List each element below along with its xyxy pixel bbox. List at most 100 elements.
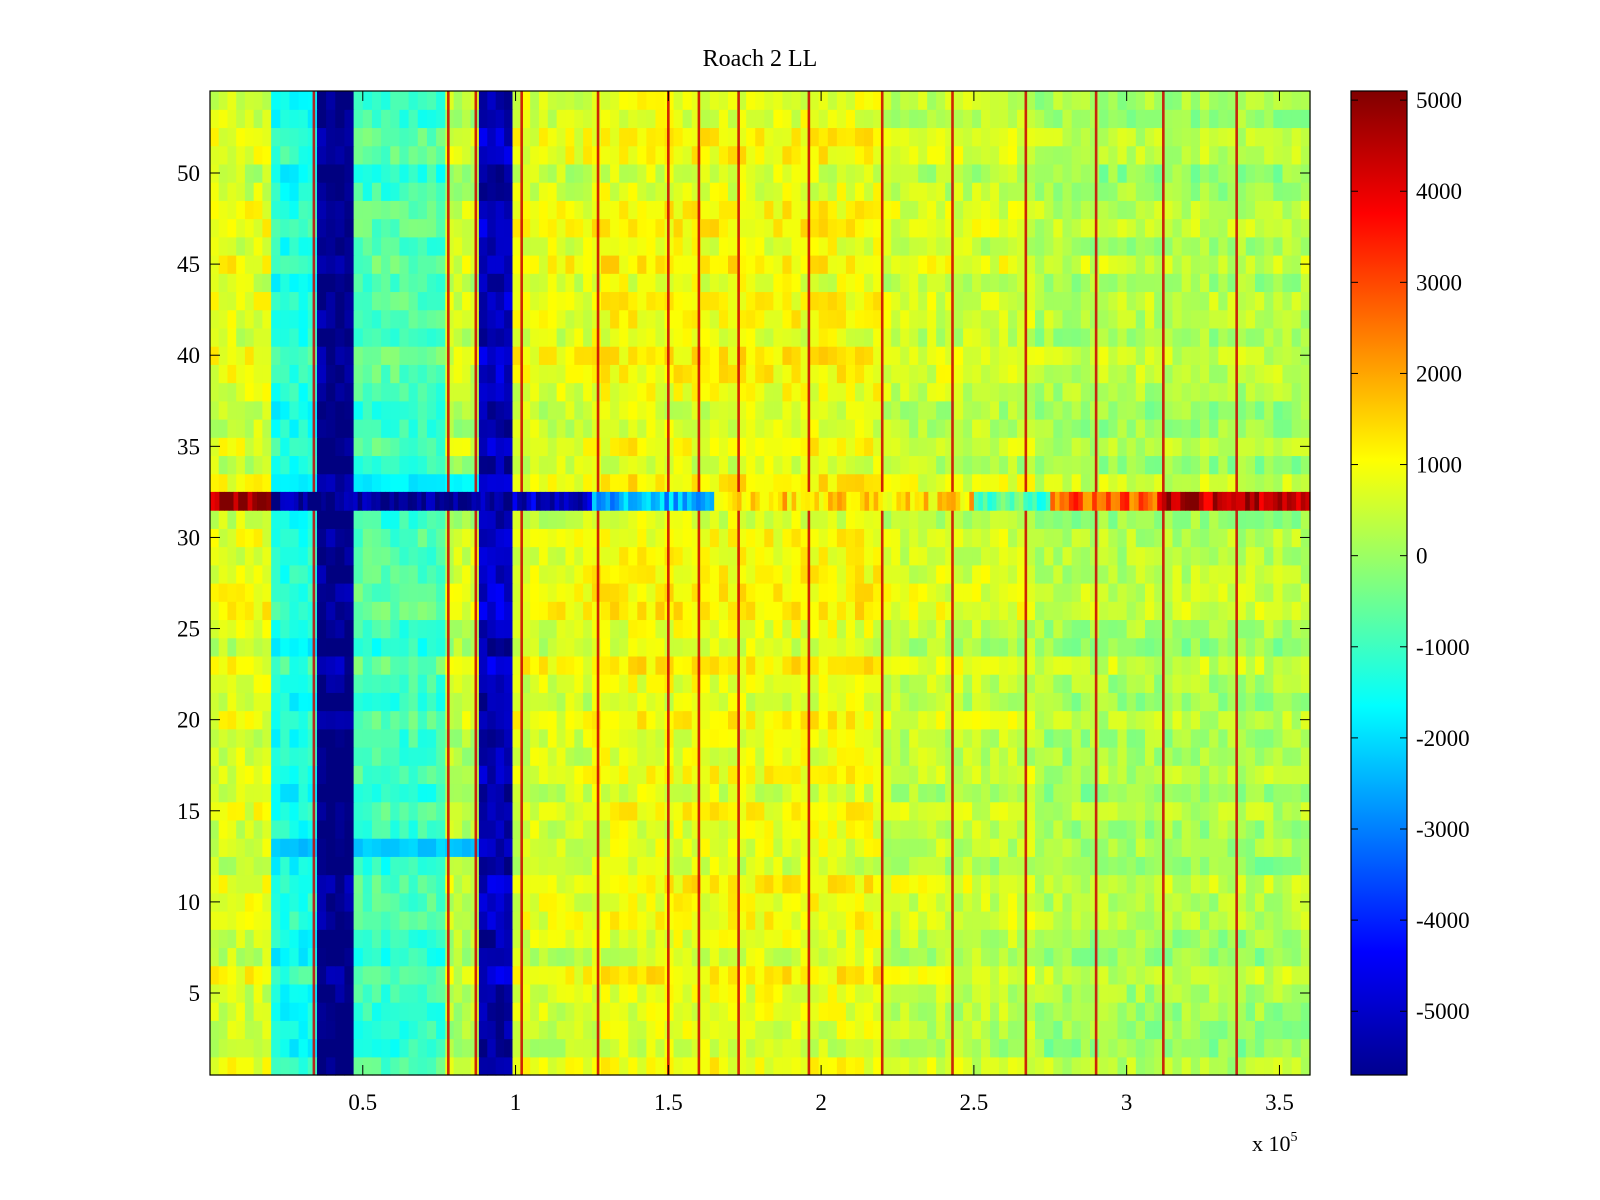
heatmap-cell bbox=[381, 911, 391, 930]
heatmap-cell bbox=[1190, 1020, 1201, 1040]
heatmap-cell bbox=[1062, 655, 1073, 675]
heatmap-cell bbox=[436, 783, 446, 803]
heatmap-cell bbox=[601, 419, 611, 438]
heatmap-cell bbox=[728, 747, 738, 766]
heatmap-cell bbox=[478, 546, 488, 566]
heatmap-cell bbox=[335, 583, 346, 602]
heatmap-cell bbox=[981, 382, 991, 402]
heatmap-cell bbox=[210, 601, 220, 621]
heatmap-cell bbox=[289, 364, 300, 384]
heatmap-cell bbox=[1099, 437, 1109, 457]
heatmap-cell bbox=[655, 856, 666, 876]
heatmap-cell bbox=[691, 655, 702, 675]
heatmap-cell bbox=[1135, 1020, 1146, 1040]
heatmap-cell bbox=[1190, 674, 1201, 693]
heatmap-cell bbox=[1080, 819, 1091, 839]
heatmap-cell bbox=[700, 346, 711, 365]
heatmap-cell bbox=[1172, 437, 1183, 457]
heatmap-cell bbox=[253, 327, 263, 347]
heatmap-cell bbox=[1008, 765, 1018, 785]
heatmap-cell bbox=[709, 619, 720, 639]
heatmap-cell bbox=[1200, 983, 1210, 1003]
heatmap-cell bbox=[1190, 601, 1201, 621]
heatmap-cell bbox=[574, 692, 584, 712]
heatmap-cell bbox=[1053, 346, 1064, 365]
heatmap-cell bbox=[845, 583, 856, 602]
heatmap-cell bbox=[417, 819, 428, 839]
heatmap-cell bbox=[619, 1056, 629, 1076]
heatmap-cell bbox=[436, 801, 446, 821]
heatmap-cell bbox=[619, 1002, 629, 1021]
heatmap-cell bbox=[628, 911, 638, 930]
heatmap-cell bbox=[253, 965, 263, 985]
heatmap-cell bbox=[646, 346, 657, 365]
heatmap-cell bbox=[1291, 546, 1302, 566]
heatmap-cell bbox=[495, 583, 505, 602]
heatmap-cell bbox=[646, 655, 657, 675]
heatmap-cell bbox=[504, 856, 514, 876]
heatmap-cell bbox=[1017, 874, 1027, 894]
heatmap-cell bbox=[512, 838, 522, 857]
heatmap-cell bbox=[487, 619, 497, 639]
heatmap-cell bbox=[655, 692, 666, 712]
heatmap-cell bbox=[1117, 601, 1128, 621]
heatmap-row bbox=[210, 655, 1311, 675]
heatmap-cell bbox=[1017, 655, 1027, 675]
heatmap-cell bbox=[1172, 1038, 1183, 1058]
heatmap-cell bbox=[737, 346, 747, 365]
heatmap-cell bbox=[1108, 856, 1119, 876]
heatmap-cell bbox=[1044, 947, 1054, 967]
heatmap-cell bbox=[227, 455, 237, 475]
heatmap-cell bbox=[918, 856, 928, 876]
heatmap-cell bbox=[1035, 583, 1045, 602]
heatmap-cell bbox=[353, 728, 364, 748]
heatmap-cell bbox=[773, 419, 784, 438]
heatmap-cell bbox=[453, 419, 463, 438]
heatmap-cell bbox=[453, 929, 463, 949]
heatmap-cell bbox=[1218, 583, 1229, 602]
heatmap-cell bbox=[891, 1038, 901, 1058]
heatmap-cell bbox=[918, 619, 928, 639]
heatmap-cell bbox=[289, 564, 300, 584]
heatmap-cell bbox=[227, 1020, 237, 1040]
heatmap-cell bbox=[1053, 583, 1064, 602]
heatmap-cell bbox=[1291, 382, 1302, 402]
heatmap-cell bbox=[691, 364, 702, 384]
heatmap-cell bbox=[1291, 1020, 1302, 1040]
heatmap-cell bbox=[1126, 692, 1137, 712]
heatmap-cell bbox=[445, 655, 455, 675]
heatmap-cell bbox=[1044, 874, 1054, 894]
heatmap-cell bbox=[1218, 437, 1229, 457]
heatmap-cell bbox=[746, 564, 756, 584]
heatmap-cell bbox=[280, 929, 291, 949]
heatmap-cell bbox=[1300, 510, 1311, 529]
heatmap-cell bbox=[504, 437, 514, 457]
heatmap-cell bbox=[682, 1038, 693, 1058]
heatmap-cell bbox=[244, 382, 255, 402]
heatmap-cell bbox=[583, 674, 593, 693]
heatmap-cell bbox=[262, 783, 272, 803]
heatmap-cell bbox=[1135, 710, 1146, 730]
heatmap-cell bbox=[764, 419, 774, 438]
heatmap-cell bbox=[547, 801, 558, 821]
heatmap-cell bbox=[244, 637, 255, 657]
heatmap-cell bbox=[673, 929, 684, 949]
heatmap-cell bbox=[718, 838, 729, 857]
heatmap-cell bbox=[399, 455, 410, 475]
heatmap-cell bbox=[728, 583, 738, 602]
heatmap-cell bbox=[344, 911, 355, 930]
heatmap-cell bbox=[1017, 364, 1027, 384]
heatmap-cell bbox=[218, 1002, 229, 1021]
heatmap-cell bbox=[628, 419, 638, 438]
heatmap-cell bbox=[999, 728, 1009, 748]
heatmap-cell bbox=[1145, 346, 1155, 365]
heatmap-cell bbox=[873, 819, 883, 839]
heatmap-cell bbox=[1227, 1002, 1238, 1021]
heatmap-cell bbox=[981, 419, 991, 438]
heatmap-cell bbox=[791, 455, 802, 475]
heatmap-cell bbox=[1255, 692, 1265, 712]
heatmap-cell bbox=[521, 601, 531, 621]
heatmap-cell bbox=[900, 346, 910, 365]
heatmap-cell bbox=[521, 473, 531, 493]
heatmap-cell bbox=[891, 892, 901, 912]
